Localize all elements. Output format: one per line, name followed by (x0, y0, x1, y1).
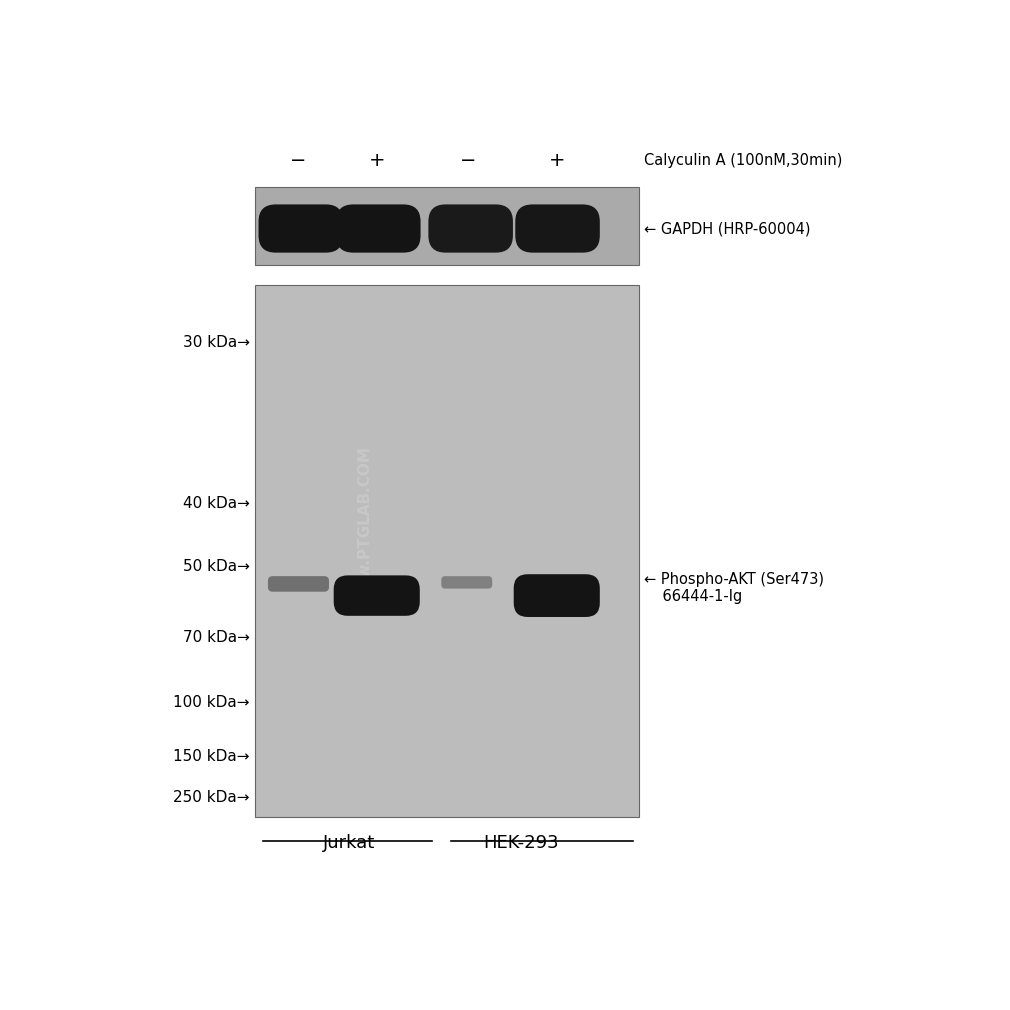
Text: 30 kDa→: 30 kDa→ (183, 334, 249, 349)
Text: ← Phospho-AKT (Ser473)
    66444-1-Ig: ← Phospho-AKT (Ser473) 66444-1-Ig (644, 572, 824, 604)
Text: HEK-293: HEK-293 (484, 834, 560, 852)
FancyBboxPatch shape (428, 204, 513, 252)
Text: 40 kDa→: 40 kDa→ (183, 496, 249, 511)
Bar (247, 271, 646, 282)
Bar (256, 285, 639, 817)
FancyBboxPatch shape (336, 204, 420, 252)
Text: 50 kDa→: 50 kDa→ (183, 559, 249, 574)
Text: www.PTGLAB.COM: www.PTGLAB.COM (358, 446, 373, 605)
Text: 150 kDa→: 150 kDa→ (174, 749, 249, 765)
FancyBboxPatch shape (441, 576, 492, 589)
FancyBboxPatch shape (514, 575, 600, 617)
Text: Jurkat: Jurkat (323, 834, 376, 852)
Text: +: + (549, 150, 566, 170)
FancyBboxPatch shape (515, 204, 600, 252)
Text: 70 kDa→: 70 kDa→ (183, 630, 249, 645)
Text: Calyculin A (100nM,30min): Calyculin A (100nM,30min) (644, 153, 842, 168)
FancyBboxPatch shape (268, 576, 329, 592)
Text: +: + (369, 150, 385, 170)
Text: −: − (461, 150, 477, 170)
Text: ← GAPDH (HRP-60004): ← GAPDH (HRP-60004) (644, 221, 811, 236)
FancyBboxPatch shape (259, 204, 343, 252)
FancyBboxPatch shape (333, 576, 420, 616)
Bar (256, 187, 639, 265)
Text: 100 kDa→: 100 kDa→ (174, 696, 249, 710)
Text: −: − (290, 150, 307, 170)
Text: 250 kDa→: 250 kDa→ (174, 790, 249, 805)
